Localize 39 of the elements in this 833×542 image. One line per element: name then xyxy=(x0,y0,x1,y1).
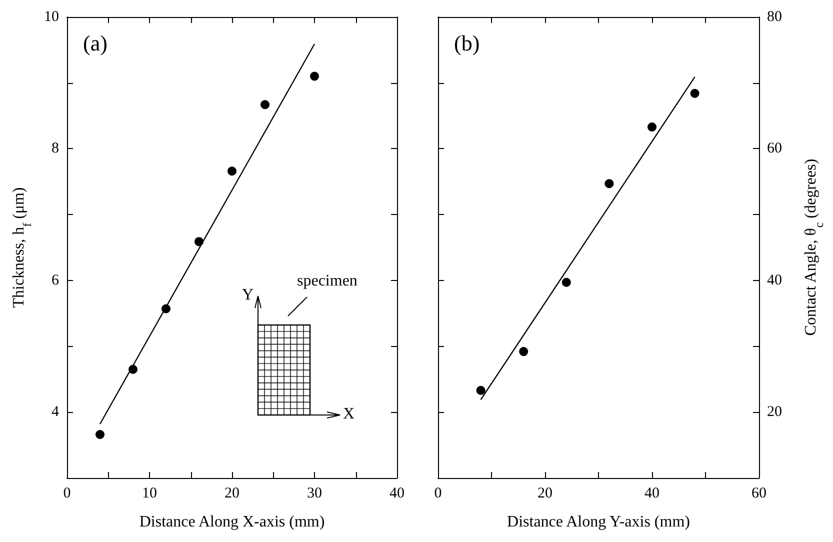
y-tick-label: 40 xyxy=(767,272,782,288)
x-tick-label: 20 xyxy=(538,486,552,502)
annotation: Y xyxy=(242,286,254,304)
y-tick-label: 8 xyxy=(52,140,59,157)
y-tick-label: 6 xyxy=(52,272,60,288)
x-tick-label: 40 xyxy=(390,486,404,502)
x-tick-label: 0 xyxy=(63,486,71,502)
point xyxy=(690,88,700,98)
point xyxy=(562,278,571,287)
x-axis-title: Distance Along X-axis (mm) xyxy=(139,514,325,530)
x-axis-title: Distance Along Y-axis (mm) xyxy=(507,514,690,530)
point xyxy=(162,304,170,314)
annotation: (b) xyxy=(454,30,480,56)
y-tick-label: 20 xyxy=(767,404,782,420)
point xyxy=(194,237,204,246)
y-tick-label: 10 xyxy=(44,9,59,25)
y-axis-title: Thickness, hf (μm) xyxy=(10,187,34,308)
point xyxy=(260,100,270,110)
point xyxy=(604,179,614,188)
point xyxy=(228,166,236,176)
y-tick-label: 60 xyxy=(767,140,782,157)
x-tick-label: 30 xyxy=(307,486,322,502)
x-tick-label: 40 xyxy=(644,486,660,502)
x-tick-label: 10 xyxy=(142,486,157,502)
point xyxy=(310,72,319,81)
point xyxy=(519,347,528,356)
x-tick-label: 60 xyxy=(752,486,766,502)
x-tick-label: 20 xyxy=(224,486,240,502)
annotation: X xyxy=(343,406,355,422)
y-axis-title: Contact Angle, θc (degrees) xyxy=(802,158,826,336)
annotation: (a) xyxy=(83,30,108,56)
point xyxy=(648,122,656,132)
point xyxy=(476,386,486,395)
y-tick-label: 4 xyxy=(52,404,60,420)
point xyxy=(128,364,138,374)
annotation: specimen xyxy=(297,272,358,290)
point xyxy=(96,430,104,440)
y-tick-label: 80 xyxy=(767,9,782,25)
x-tick-label: 0 xyxy=(434,486,442,502)
